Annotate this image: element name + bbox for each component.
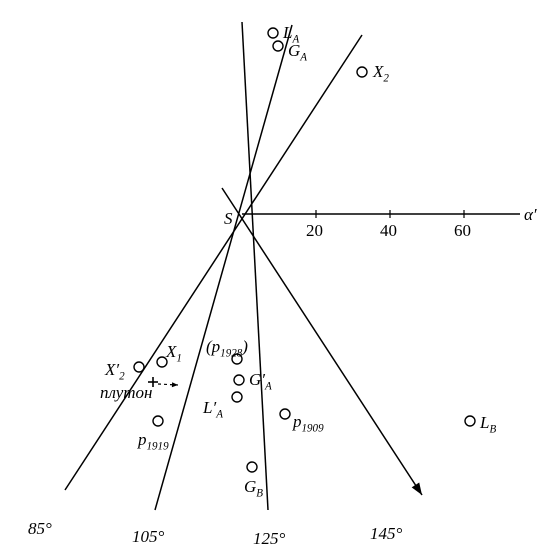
ray-105-label: 105° <box>132 528 164 545</box>
point-LA-label: LA <box>283 24 299 41</box>
axis-tick-label-40: 40 <box>380 222 397 239</box>
origin-label: S <box>224 210 233 227</box>
axis-label: α′ <box>524 206 537 223</box>
ray-145-arrow <box>412 482 422 495</box>
pluto-dash-arrow <box>172 382 178 387</box>
pluto-marker <box>148 377 178 387</box>
point-LB <box>465 416 475 426</box>
point-LB-label: LB <box>480 414 496 431</box>
point-GA-label: GA <box>288 42 307 59</box>
point-p1919 <box>153 416 163 426</box>
pluto-label: плутон <box>100 384 152 401</box>
point-p1909-label: p1909 <box>293 413 324 430</box>
point-GA <box>273 41 283 51</box>
ray-145-label: 145° <box>370 525 402 542</box>
point-X2p <box>134 362 144 372</box>
point-X2p-label: X′2 <box>105 361 125 378</box>
point-GB-label: GB <box>244 478 263 495</box>
axis-group <box>242 210 520 218</box>
point-GAp-label: G′A <box>249 371 272 388</box>
axis-tick-label-20: 20 <box>306 222 323 239</box>
chart-svg <box>0 0 546 550</box>
point-X1-label: X1 <box>166 343 182 360</box>
point-X2 <box>357 67 367 77</box>
axis-tick-label-60: 60 <box>454 222 471 239</box>
rays-group <box>65 22 422 510</box>
point-X2-label: X2 <box>373 63 389 80</box>
point-GB <box>247 462 257 472</box>
point-GAp <box>234 375 244 385</box>
point-LA <box>268 28 278 38</box>
point-p1909 <box>280 409 290 419</box>
point-p1919-label: p1919 <box>138 431 169 448</box>
point-LAp <box>232 392 242 402</box>
ray-105-line <box>155 25 292 510</box>
point-LAp-label: L′A <box>203 399 223 416</box>
point-p1928-label: (p1928) <box>206 338 248 355</box>
chart-stage: { "canvas": { "w": 546, "h": 550, "backg… <box>0 0 546 550</box>
ray-125-line <box>242 22 268 510</box>
ray-85-label: 85° <box>28 520 52 537</box>
ray-125-label: 125° <box>253 530 285 547</box>
